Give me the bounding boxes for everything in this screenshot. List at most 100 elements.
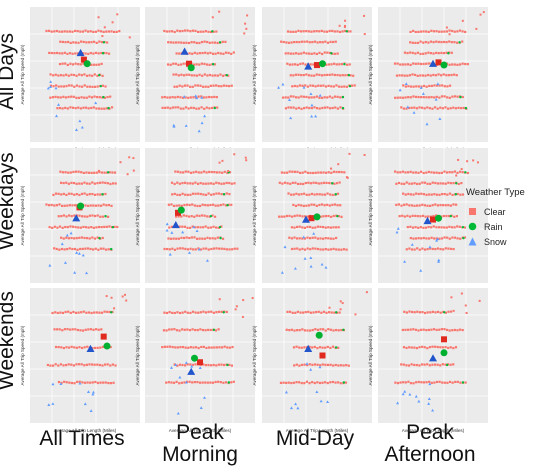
clear-point [65, 346, 68, 349]
clear-point [89, 247, 92, 251]
clear-point [409, 328, 412, 331]
clear-point [187, 170, 190, 173]
clear-point [414, 30, 417, 34]
clear-point [184, 106, 188, 109]
clear-point [60, 85, 63, 88]
clear-point [200, 214, 204, 217]
clear-point [429, 52, 433, 55]
clear-point [70, 73, 73, 76]
legend-label-clear: Clear [484, 206, 506, 217]
clear-point [173, 182, 176, 186]
clear-point [297, 96, 300, 99]
clear-point [442, 51, 446, 55]
clear-point [306, 364, 309, 367]
snow-point [324, 265, 328, 269]
clear-point [410, 106, 413, 109]
clear-point [422, 328, 425, 331]
clear-point [88, 85, 91, 88]
clear-point [166, 247, 169, 251]
snow-point [190, 364, 194, 368]
clear-point [204, 204, 207, 207]
clear-point [327, 84, 330, 87]
clear-point [331, 345, 335, 348]
clear-point [189, 247, 192, 250]
clear-point [174, 62, 177, 65]
snow-point [91, 392, 95, 396]
rain-point [107, 106, 110, 110]
clear-point [406, 51, 409, 55]
clear-point [306, 329, 309, 332]
clear-point [221, 237, 225, 240]
clear-point [228, 192, 231, 196]
clear-point [405, 248, 408, 251]
clear-point [456, 192, 459, 196]
clear-point [78, 182, 81, 185]
clear-point [425, 96, 428, 99]
clear-point [121, 295, 124, 298]
clear-point [126, 173, 129, 176]
clear-point [308, 363, 311, 366]
clear-point [314, 328, 317, 331]
snow-point [437, 258, 441, 262]
clear-point [419, 52, 422, 56]
clear-point [96, 193, 99, 196]
clear-point [111, 21, 114, 24]
clear-point [83, 181, 86, 184]
rain-point [106, 171, 110, 174]
clear-point [399, 63, 402, 66]
clear-point [294, 204, 298, 208]
clear-point [184, 96, 187, 99]
clear-point [98, 363, 101, 367]
clear-point [445, 214, 448, 218]
clear-point [300, 363, 304, 366]
clear-point [161, 96, 164, 99]
clear-point [441, 363, 444, 366]
clear-point [208, 107, 211, 110]
clear-point [292, 106, 295, 109]
clear-point [337, 248, 340, 251]
clear-point [311, 236, 314, 239]
clear-point [211, 237, 214, 240]
clear-point [431, 345, 434, 348]
clear-point [98, 311, 101, 314]
clear-point [448, 63, 451, 66]
clear-point [93, 182, 96, 185]
clear-point [397, 203, 400, 206]
clear-point [190, 74, 193, 77]
clear-point [200, 171, 203, 174]
clear-point [429, 311, 432, 314]
clear-point [444, 363, 447, 366]
clear-point [332, 85, 335, 88]
clear-point [409, 225, 412, 228]
clear-point [432, 30, 436, 33]
clear-point [78, 73, 81, 76]
clear-point [91, 236, 94, 239]
clear-point [52, 85, 55, 88]
clear-point [296, 247, 299, 250]
clear-point [178, 311, 182, 315]
clear-point [417, 85, 420, 88]
clear-point [318, 73, 321, 76]
clear-point [307, 30, 310, 33]
clear-point [430, 226, 433, 229]
snow-point [176, 411, 180, 415]
clear-point [319, 248, 322, 251]
clear-point [435, 171, 438, 174]
clear-point [212, 30, 215, 33]
clear-point [433, 106, 437, 109]
clear-point [306, 85, 309, 88]
clear-point [420, 363, 424, 366]
clear-point [98, 181, 102, 184]
clear-point [172, 62, 175, 65]
clear-point [193, 215, 196, 218]
clear-point [425, 237, 428, 240]
clear-point [83, 215, 86, 218]
rain-point [449, 214, 452, 218]
clear-point [316, 237, 320, 240]
snow-mean-marker [72, 214, 81, 222]
clear-point [333, 95, 337, 98]
clear-point [328, 51, 332, 55]
clear-point [77, 41, 80, 44]
rain-mean-marker [440, 349, 448, 357]
clear-point [317, 310, 320, 313]
